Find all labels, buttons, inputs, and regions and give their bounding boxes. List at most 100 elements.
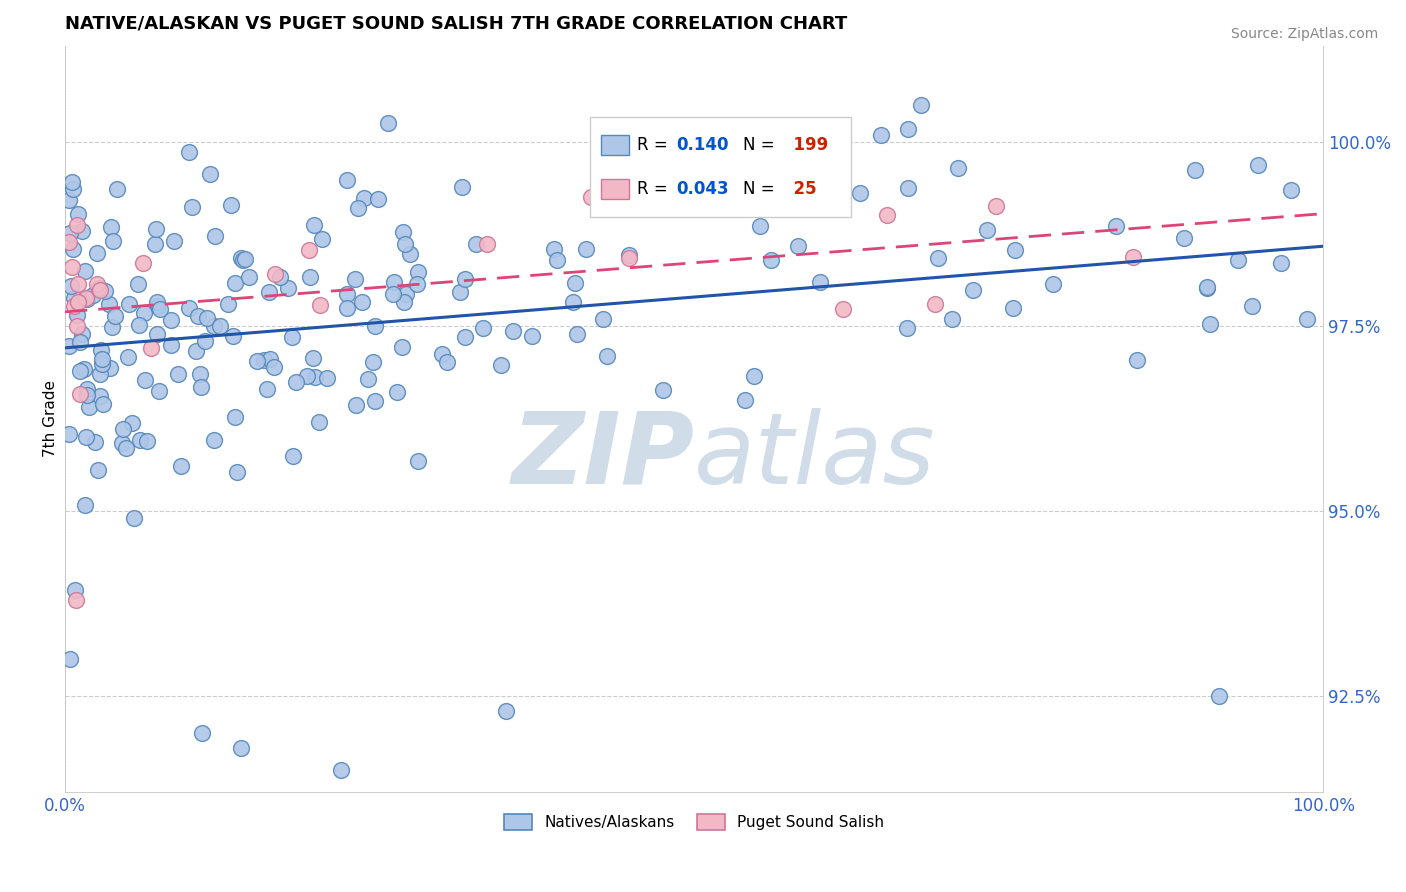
- Natives/Alaskans: [76, 293, 98, 307]
- Natives/Alaskans: [67, 207, 90, 221]
- Natives/Alaskans: [76, 382, 98, 396]
- Natives/Alaskans: [280, 330, 302, 344]
- Natives/Alaskans: [60, 175, 83, 189]
- Natives/Alaskans: [367, 192, 389, 206]
- Puget Sound Salish: [66, 218, 89, 232]
- Natives/Alaskans: [575, 242, 598, 256]
- Puget Sound Salish: [69, 387, 91, 401]
- Natives/Alaskans: [451, 179, 474, 194]
- Natives/Alaskans: [302, 351, 325, 365]
- Natives/Alaskans: [1125, 352, 1147, 367]
- Natives/Alaskans: [896, 321, 918, 335]
- Natives/Alaskans: [849, 186, 872, 201]
- Natives/Alaskans: [779, 152, 801, 166]
- Natives/Alaskans: [304, 219, 326, 233]
- Natives/Alaskans: [927, 252, 949, 266]
- Natives/Alaskans: [62, 182, 84, 196]
- Natives/Alaskans: [224, 410, 246, 425]
- Natives/Alaskans: [387, 384, 409, 399]
- Natives/Alaskans: [269, 270, 291, 285]
- Text: Source: ZipAtlas.com: Source: ZipAtlas.com: [1230, 27, 1378, 41]
- Natives/Alaskans: [1195, 281, 1218, 295]
- Natives/Alaskans: [101, 319, 124, 334]
- Natives/Alaskans: [897, 122, 920, 136]
- Puget Sound Salish: [89, 284, 111, 298]
- Natives/Alaskans: [962, 283, 984, 297]
- Natives/Alaskans: [1270, 256, 1292, 270]
- Natives/Alaskans: [336, 173, 359, 187]
- Puget Sound Salish: [477, 236, 499, 251]
- Natives/Alaskans: [742, 369, 765, 384]
- Natives/Alaskans: [382, 286, 405, 301]
- Natives/Alaskans: [1240, 299, 1263, 313]
- Natives/Alaskans: [58, 339, 80, 353]
- Natives/Alaskans: [127, 277, 149, 292]
- Natives/Alaskans: [308, 416, 330, 430]
- Natives/Alaskans: [363, 318, 385, 333]
- Natives/Alaskans: [353, 191, 375, 205]
- Puget Sound Salish: [581, 190, 603, 204]
- Natives/Alaskans: [163, 234, 186, 248]
- Natives/Alaskans: [399, 247, 422, 261]
- Puget Sound Salish: [309, 298, 332, 312]
- Natives/Alaskans: [177, 145, 200, 159]
- Natives/Alaskans: [256, 382, 278, 396]
- Natives/Alaskans: [347, 201, 370, 215]
- Natives/Alaskans: [749, 219, 772, 233]
- Natives/Alaskans: [188, 367, 211, 381]
- Natives/Alaskans: [121, 416, 143, 430]
- Natives/Alaskans: [145, 236, 167, 251]
- Natives/Alaskans: [382, 275, 405, 289]
- Natives/Alaskans: [1195, 280, 1218, 294]
- Natives/Alaskans: [146, 295, 169, 310]
- Puget Sound Salish: [66, 319, 89, 334]
- Natives/Alaskans: [134, 372, 156, 386]
- Text: ZIP: ZIP: [512, 408, 695, 505]
- Puget Sound Salish: [63, 299, 86, 313]
- Natives/Alaskans: [454, 330, 477, 344]
- Natives/Alaskans: [565, 327, 588, 342]
- Natives/Alaskans: [98, 297, 121, 311]
- Natives/Alaskans: [191, 726, 214, 740]
- Text: 25: 25: [782, 180, 817, 198]
- Puget Sound Salish: [67, 294, 90, 309]
- Natives/Alaskans: [128, 318, 150, 332]
- Natives/Alaskans: [491, 359, 513, 373]
- Puget Sound Salish: [132, 256, 155, 270]
- Natives/Alaskans: [90, 351, 112, 366]
- Natives/Alaskans: [311, 232, 333, 246]
- Natives/Alaskans: [77, 401, 100, 415]
- Natives/Alaskans: [181, 200, 204, 214]
- Natives/Alaskans: [70, 224, 93, 238]
- Natives/Alaskans: [1226, 253, 1249, 268]
- Text: 0.140: 0.140: [676, 136, 730, 154]
- Natives/Alaskans: [259, 285, 281, 299]
- Natives/Alaskans: [117, 350, 139, 364]
- Natives/Alaskans: [343, 272, 366, 286]
- Natives/Alaskans: [1105, 219, 1128, 233]
- Natives/Alaskans: [202, 319, 225, 334]
- Natives/Alaskans: [495, 704, 517, 718]
- Natives/Alaskans: [364, 394, 387, 409]
- Natives/Alaskans: [406, 265, 429, 279]
- Natives/Alaskans: [76, 388, 98, 402]
- Natives/Alaskans: [281, 450, 304, 464]
- Natives/Alaskans: [315, 371, 337, 385]
- Natives/Alaskans: [148, 384, 170, 399]
- Natives/Alaskans: [406, 454, 429, 468]
- Natives/Alaskans: [91, 397, 114, 411]
- Natives/Alaskans: [221, 329, 243, 343]
- Natives/Alaskans: [1296, 311, 1319, 326]
- Natives/Alaskans: [202, 434, 225, 448]
- Natives/Alaskans: [69, 334, 91, 349]
- Text: R =: R =: [637, 136, 673, 154]
- Natives/Alaskans: [75, 430, 97, 444]
- Natives/Alaskans: [100, 220, 122, 235]
- Natives/Alaskans: [69, 364, 91, 378]
- Natives/Alaskans: [232, 253, 254, 268]
- Natives/Alaskans: [145, 326, 167, 341]
- Natives/Alaskans: [395, 286, 418, 301]
- Natives/Alaskans: [60, 278, 83, 293]
- Natives/Alaskans: [449, 285, 471, 300]
- Natives/Alaskans: [277, 281, 299, 295]
